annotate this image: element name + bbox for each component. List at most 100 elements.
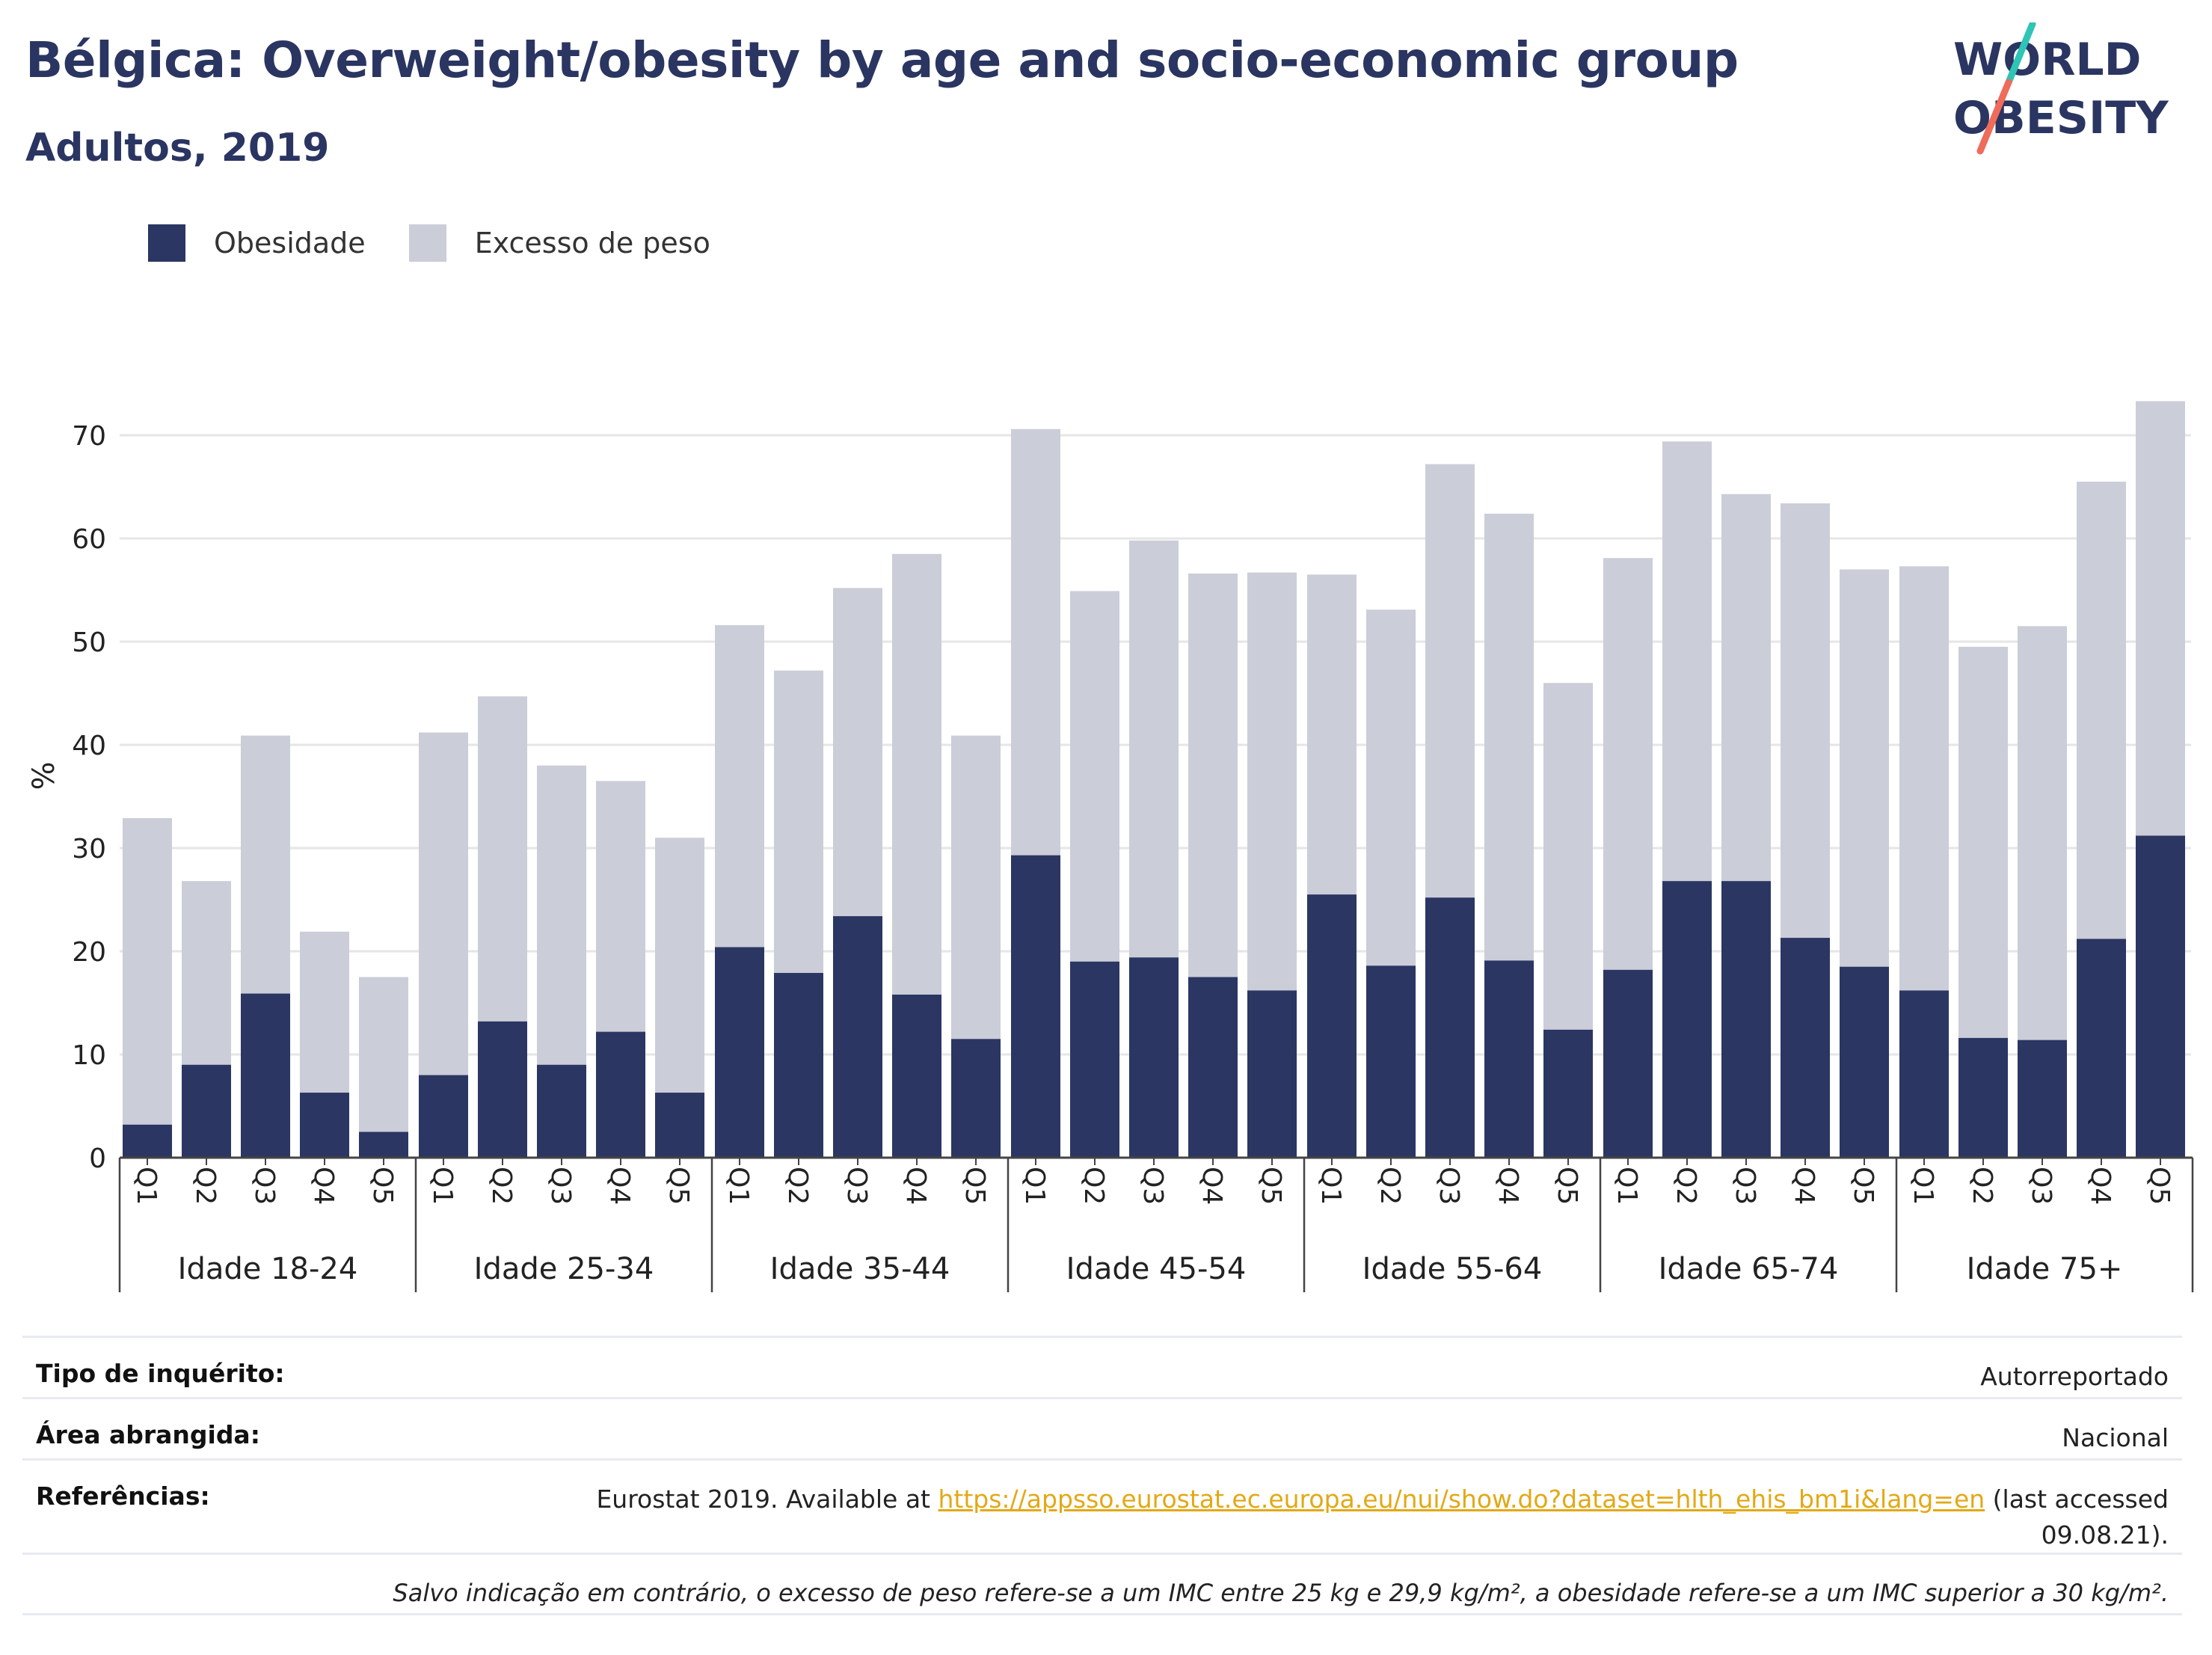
- survey-type-value: Autorreportado: [1980, 1362, 2169, 1391]
- y-tick-label: 30: [72, 834, 106, 865]
- logo-slash-teal: [2005, 22, 2036, 86]
- group-label: Idade 25-34: [474, 1252, 654, 1286]
- x-tick-label: Q2: [486, 1167, 517, 1205]
- x-tick-label: Q4: [308, 1167, 339, 1205]
- bar-obesity: [537, 1064, 586, 1158]
- bar-obesity: [478, 1021, 527, 1158]
- bar-obesity: [359, 1132, 408, 1158]
- bar-obesity: [300, 1093, 349, 1158]
- chart-subtitle: Adultos, 2019: [25, 126, 330, 171]
- group-label: Idade 35-44: [770, 1252, 950, 1286]
- x-tick-label: Q3: [249, 1167, 280, 1205]
- bar-obesity: [123, 1124, 172, 1158]
- y-tick-label: 70: [72, 421, 106, 452]
- logo-slash-coral: [1976, 79, 2012, 155]
- bar-obesity: [1247, 990, 1297, 1158]
- group-label: Idade 45-54: [1066, 1252, 1247, 1286]
- x-tick-label: Q3: [1730, 1167, 1760, 1205]
- bar-obesity: [1425, 897, 1475, 1158]
- y-tick-label: 60: [72, 524, 106, 555]
- info-row-survey: Tipo de inquérito: Autorreportado: [22, 1336, 2182, 1397]
- bar-obesity: [1011, 855, 1060, 1158]
- x-tick-label: Q4: [1789, 1167, 1819, 1205]
- bar-overweight: [359, 977, 408, 1158]
- bar-obesity: [892, 994, 941, 1158]
- legend-item-overweight: Excesso de peso: [408, 224, 710, 262]
- x-tick-label: Q1: [131, 1167, 162, 1205]
- x-tick-label: Q4: [604, 1167, 635, 1205]
- y-axis-label: %: [27, 761, 61, 790]
- x-tick-label: Q1: [1612, 1167, 1642, 1205]
- references-link[interactable]: https://appsso.eurostat.ec.europa.eu/nui…: [938, 1484, 1985, 1514]
- x-tick-label: Q1: [723, 1167, 754, 1205]
- bar-obesity: [1781, 938, 1830, 1158]
- chart-title: Bélgica: Overweight/obesity by age and s…: [25, 31, 1739, 89]
- bar-obesity: [1603, 969, 1653, 1158]
- bar-chart: 0 10 20 30 40 50 60 70% Q1 Q2 Q3 Q4 Q5 Idade 18-24 Q1 Q…: [27, 401, 2194, 1292]
- area-covered-label: Área abrangida:: [36, 1420, 260, 1449]
- legend-label-overweight: Excesso de peso: [474, 227, 710, 260]
- y-tick-label: 10: [72, 1040, 106, 1071]
- legend-swatch-obesity: [148, 224, 185, 262]
- x-tick-label: Q5: [1256, 1167, 1286, 1205]
- bar-obesity: [1307, 894, 1357, 1158]
- bar-obesity: [1366, 965, 1416, 1158]
- bar-obesity: [2018, 1040, 2067, 1158]
- bar-obesity: [655, 1093, 704, 1158]
- group-label: Idade 75+: [1967, 1252, 2123, 1286]
- bar-obesity: [1484, 960, 1534, 1158]
- legend-item-obesity: Obesidade: [148, 224, 366, 262]
- x-tick-label: Q5: [663, 1167, 694, 1205]
- bar-obesity: [419, 1075, 468, 1158]
- bar-obesity: [951, 1039, 1001, 1158]
- bar-overweight: [123, 817, 172, 1158]
- x-tick-label: Q3: [1137, 1167, 1168, 1205]
- x-tick-label: Q3: [1434, 1167, 1464, 1205]
- group-label: Idade 65-74: [1659, 1252, 1839, 1286]
- x-tick-label: Q3: [545, 1167, 576, 1205]
- bar-obesity: [1070, 961, 1119, 1158]
- x-tick-label: Q4: [1196, 1167, 1227, 1205]
- x-tick-label: Q1: [1908, 1167, 1938, 1205]
- bar-obesity: [1129, 957, 1179, 1158]
- y-tick-label: 50: [72, 627, 106, 658]
- x-tick-label: Q2: [1671, 1167, 1701, 1205]
- group-label: Idade 55-64: [1362, 1252, 1543, 1286]
- bar-obesity: [1899, 990, 1949, 1158]
- x-tick-label: Q2: [1374, 1167, 1405, 1205]
- bar-obesity: [833, 916, 882, 1158]
- x-tick-label: Q5: [2144, 1167, 2175, 1205]
- world-obesity-logo: WORLD OBESITY: [1953, 22, 2169, 155]
- x-tick-label: Q3: [841, 1167, 872, 1205]
- references-value: Eurostat 2019. Available at https://apps…: [596, 1481, 2169, 1553]
- bar-obesity: [2136, 835, 2185, 1158]
- x-tick-label: Q5: [1552, 1167, 1582, 1205]
- x-tick-label: Q3: [2026, 1167, 2056, 1205]
- bar-obesity: [1543, 1029, 1593, 1158]
- info-row-area: Área abrangida: Nacional: [22, 1397, 2182, 1458]
- x-tick-label: Q5: [959, 1167, 990, 1205]
- x-tick-label: Q5: [1848, 1167, 1878, 1205]
- bar-obesity: [1188, 977, 1238, 1158]
- x-tick-label: Q4: [900, 1167, 931, 1205]
- logo-text-world: WORLD: [1953, 34, 2141, 86]
- y-tick-label: 0: [89, 1143, 106, 1174]
- y-tick-label: 20: [72, 937, 106, 968]
- info-row-references: Referências: Eurostat 2019. Available at…: [22, 1458, 2182, 1553]
- definition-note: Salvo indicação em contrário, o excesso …: [393, 1579, 2169, 1607]
- x-tick-label: Q4: [1493, 1167, 1523, 1205]
- legend-swatch-overweight: [408, 224, 446, 262]
- bar-obesity: [1662, 881, 1712, 1158]
- area-covered-value: Nacional: [2062, 1423, 2169, 1452]
- x-tick-label: Q2: [190, 1167, 221, 1205]
- bar-obesity: [182, 1064, 231, 1158]
- references-prefix: Eurostat 2019. Available at: [596, 1484, 938, 1514]
- group-label: Idade 18-24: [178, 1252, 358, 1286]
- bar-obesity: [774, 972, 823, 1158]
- x-tick-label: Q5: [367, 1167, 398, 1205]
- bar-obesity: [241, 993, 290, 1158]
- bar-obesity: [715, 947, 764, 1158]
- x-tick-label: Q2: [782, 1167, 813, 1205]
- x-tick-label: Q2: [1078, 1167, 1109, 1205]
- x-tick-label: Q1: [1019, 1167, 1050, 1205]
